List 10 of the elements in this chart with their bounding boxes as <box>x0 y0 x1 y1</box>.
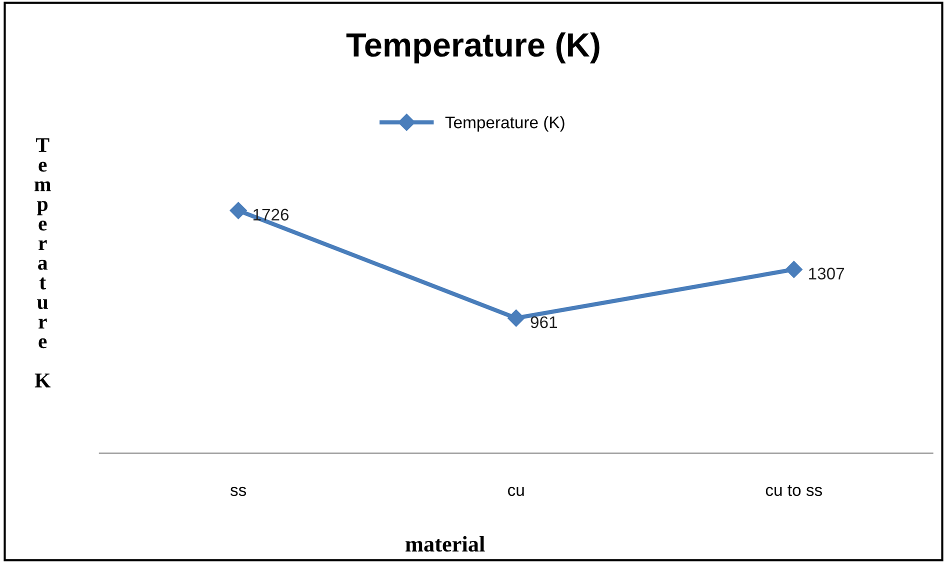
legend-label: Temperature (K) <box>445 116 564 132</box>
x-tick-label: ss <box>230 486 246 496</box>
x-axis-title: material <box>406 536 485 552</box>
x-tick-label: cu <box>508 486 524 496</box>
chart-title: Temperature (K) <box>346 32 600 64</box>
x-tick-label: cu to ss <box>766 485 822 496</box>
data-label: 961 <box>530 316 557 328</box>
data-label: 1307 <box>809 268 844 280</box>
data-label: 1726 <box>253 208 289 221</box>
text: Temperature K <box>34 138 51 388</box>
